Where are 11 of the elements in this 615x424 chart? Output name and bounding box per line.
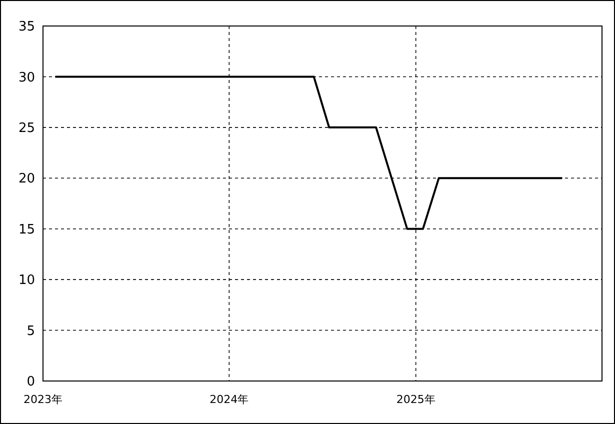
y-tick-label: 0	[26, 374, 35, 390]
x-tick-label: 2025年	[396, 393, 436, 406]
y-tick-label: 35	[18, 20, 35, 35]
y-tick-label: 25	[18, 120, 35, 136]
y-tick-label: 30	[18, 70, 35, 86]
y-tick-label: 15	[18, 222, 35, 238]
y-tick-label: 10	[18, 273, 35, 288]
x-tick-label: 2023年	[24, 393, 62, 406]
y-tick-label: 5	[26, 324, 35, 339]
x-tick-label: 2024年	[210, 393, 249, 406]
y-tick-label: 20	[18, 172, 35, 187]
